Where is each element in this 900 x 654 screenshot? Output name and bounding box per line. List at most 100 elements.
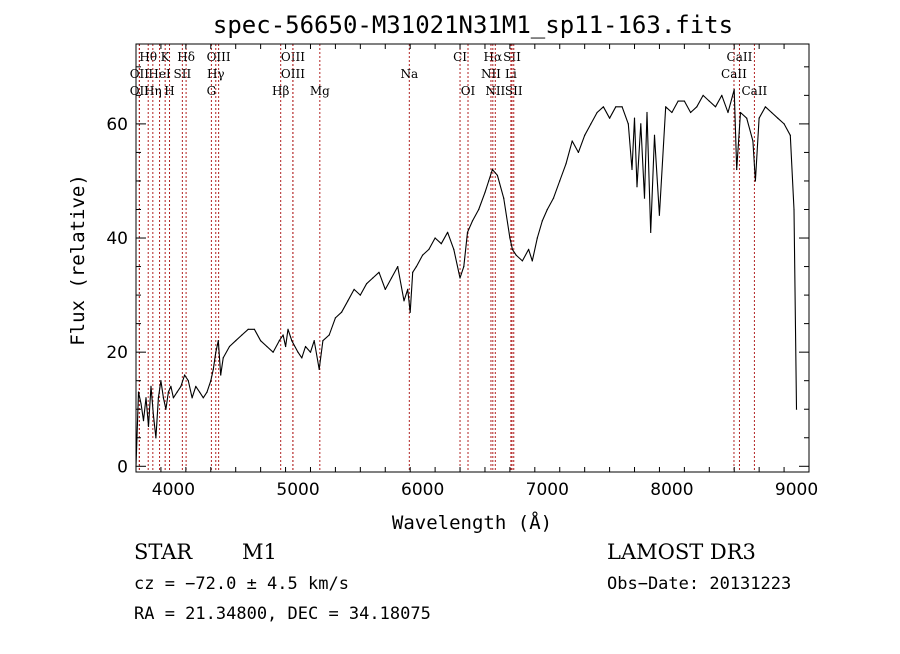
y-tick-label: 20 xyxy=(106,343,128,363)
data-point xyxy=(384,288,386,290)
data-point xyxy=(253,328,255,330)
data-point xyxy=(650,231,652,233)
data-point xyxy=(440,243,442,245)
data-point xyxy=(291,340,293,342)
line-label-10: HeI xyxy=(148,67,171,81)
line-label-2: Hδ xyxy=(177,50,195,64)
data-point xyxy=(160,380,162,382)
object-class: STAR xyxy=(134,540,193,564)
data-point xyxy=(313,340,315,342)
line-label-7: SII xyxy=(503,50,521,64)
data-point xyxy=(322,340,324,342)
observation-date: Obs−Date: 20131223 xyxy=(607,574,791,594)
data-point xyxy=(631,168,633,171)
line-label-18: OII xyxy=(130,84,150,98)
data-point xyxy=(714,106,717,108)
line-label-15: NII xyxy=(481,67,501,81)
chart-title: spec-56650-M31021N31M1_sp11-163.fits xyxy=(213,11,733,39)
line-label-13: OIII xyxy=(281,67,305,81)
data-point xyxy=(278,340,280,342)
coordinates-text: RA = 21.34800, DEC = 34.18075 xyxy=(134,604,431,624)
line-label-22: Hβ xyxy=(272,84,289,98)
data-point xyxy=(488,180,490,182)
data-point xyxy=(590,123,592,125)
spectrum-line xyxy=(135,89,798,467)
data-point xyxy=(191,397,193,399)
data-point xyxy=(683,100,686,102)
line-label-6: Hα xyxy=(484,50,503,64)
line-label-21: G xyxy=(207,84,217,98)
data-point xyxy=(372,277,374,279)
data-point xyxy=(771,111,773,114)
data-point xyxy=(733,89,735,91)
data-point xyxy=(584,134,586,136)
data-point xyxy=(247,328,249,330)
data-point xyxy=(621,106,623,108)
data-point xyxy=(215,351,217,353)
data-point xyxy=(228,345,231,348)
data-point xyxy=(297,351,299,353)
data-point xyxy=(646,111,648,114)
data-point xyxy=(447,231,449,233)
data-point xyxy=(783,123,785,125)
y-tick-label: 0 xyxy=(117,457,128,477)
data-point xyxy=(390,277,393,279)
data-point xyxy=(397,266,399,268)
line-label-25: NII xyxy=(485,84,505,98)
data-point xyxy=(609,117,611,119)
data-point xyxy=(463,266,465,268)
object-subclass: M1 xyxy=(242,540,277,564)
data-point xyxy=(184,374,186,376)
data-point xyxy=(334,317,336,319)
data-point xyxy=(528,248,530,250)
data-point xyxy=(453,248,455,250)
data-point xyxy=(531,260,533,262)
data-point xyxy=(466,231,469,233)
data-point xyxy=(301,357,303,359)
spectrum-series xyxy=(135,89,798,467)
data-point xyxy=(140,402,142,405)
data-point xyxy=(602,106,605,108)
data-point xyxy=(511,248,513,250)
data-point xyxy=(633,117,636,119)
data-point xyxy=(708,100,710,102)
x-tick-label: 5000 xyxy=(276,480,319,500)
data-point xyxy=(415,266,417,268)
data-point xyxy=(152,414,154,416)
axes: 4000 5000 6000 7000 8000 9000 0 20 40 60 xyxy=(106,43,818,500)
data-point xyxy=(155,437,157,439)
data-point xyxy=(552,197,555,199)
data-point xyxy=(206,391,208,393)
data-point xyxy=(222,357,224,359)
line-label-14: Na xyxy=(400,67,418,81)
y-tick-label: 40 xyxy=(106,229,128,249)
data-point xyxy=(157,397,159,399)
data-point xyxy=(503,197,505,199)
line-label-12: Hγ xyxy=(207,67,225,81)
data-point xyxy=(212,368,214,370)
data-point xyxy=(627,123,629,125)
data-point xyxy=(407,288,409,290)
data-point xyxy=(754,180,757,182)
data-point xyxy=(752,140,754,142)
line-label-0: Hθ xyxy=(139,50,157,64)
data-point xyxy=(165,408,167,410)
data-point xyxy=(640,123,642,125)
data-point xyxy=(137,391,140,393)
data-point xyxy=(366,283,368,285)
data-point xyxy=(736,168,738,171)
x-tick-label: 9000 xyxy=(775,480,818,500)
data-point xyxy=(328,334,330,336)
data-point xyxy=(309,351,312,353)
data-point xyxy=(636,186,638,188)
data-point xyxy=(285,345,287,348)
line-label-26: SII xyxy=(505,84,523,98)
data-point xyxy=(304,345,307,348)
x-tick-label: 4000 xyxy=(152,480,195,500)
data-point xyxy=(491,168,493,171)
data-point xyxy=(541,220,543,222)
x-tick-label: 7000 xyxy=(526,480,569,500)
data-point xyxy=(195,385,197,387)
